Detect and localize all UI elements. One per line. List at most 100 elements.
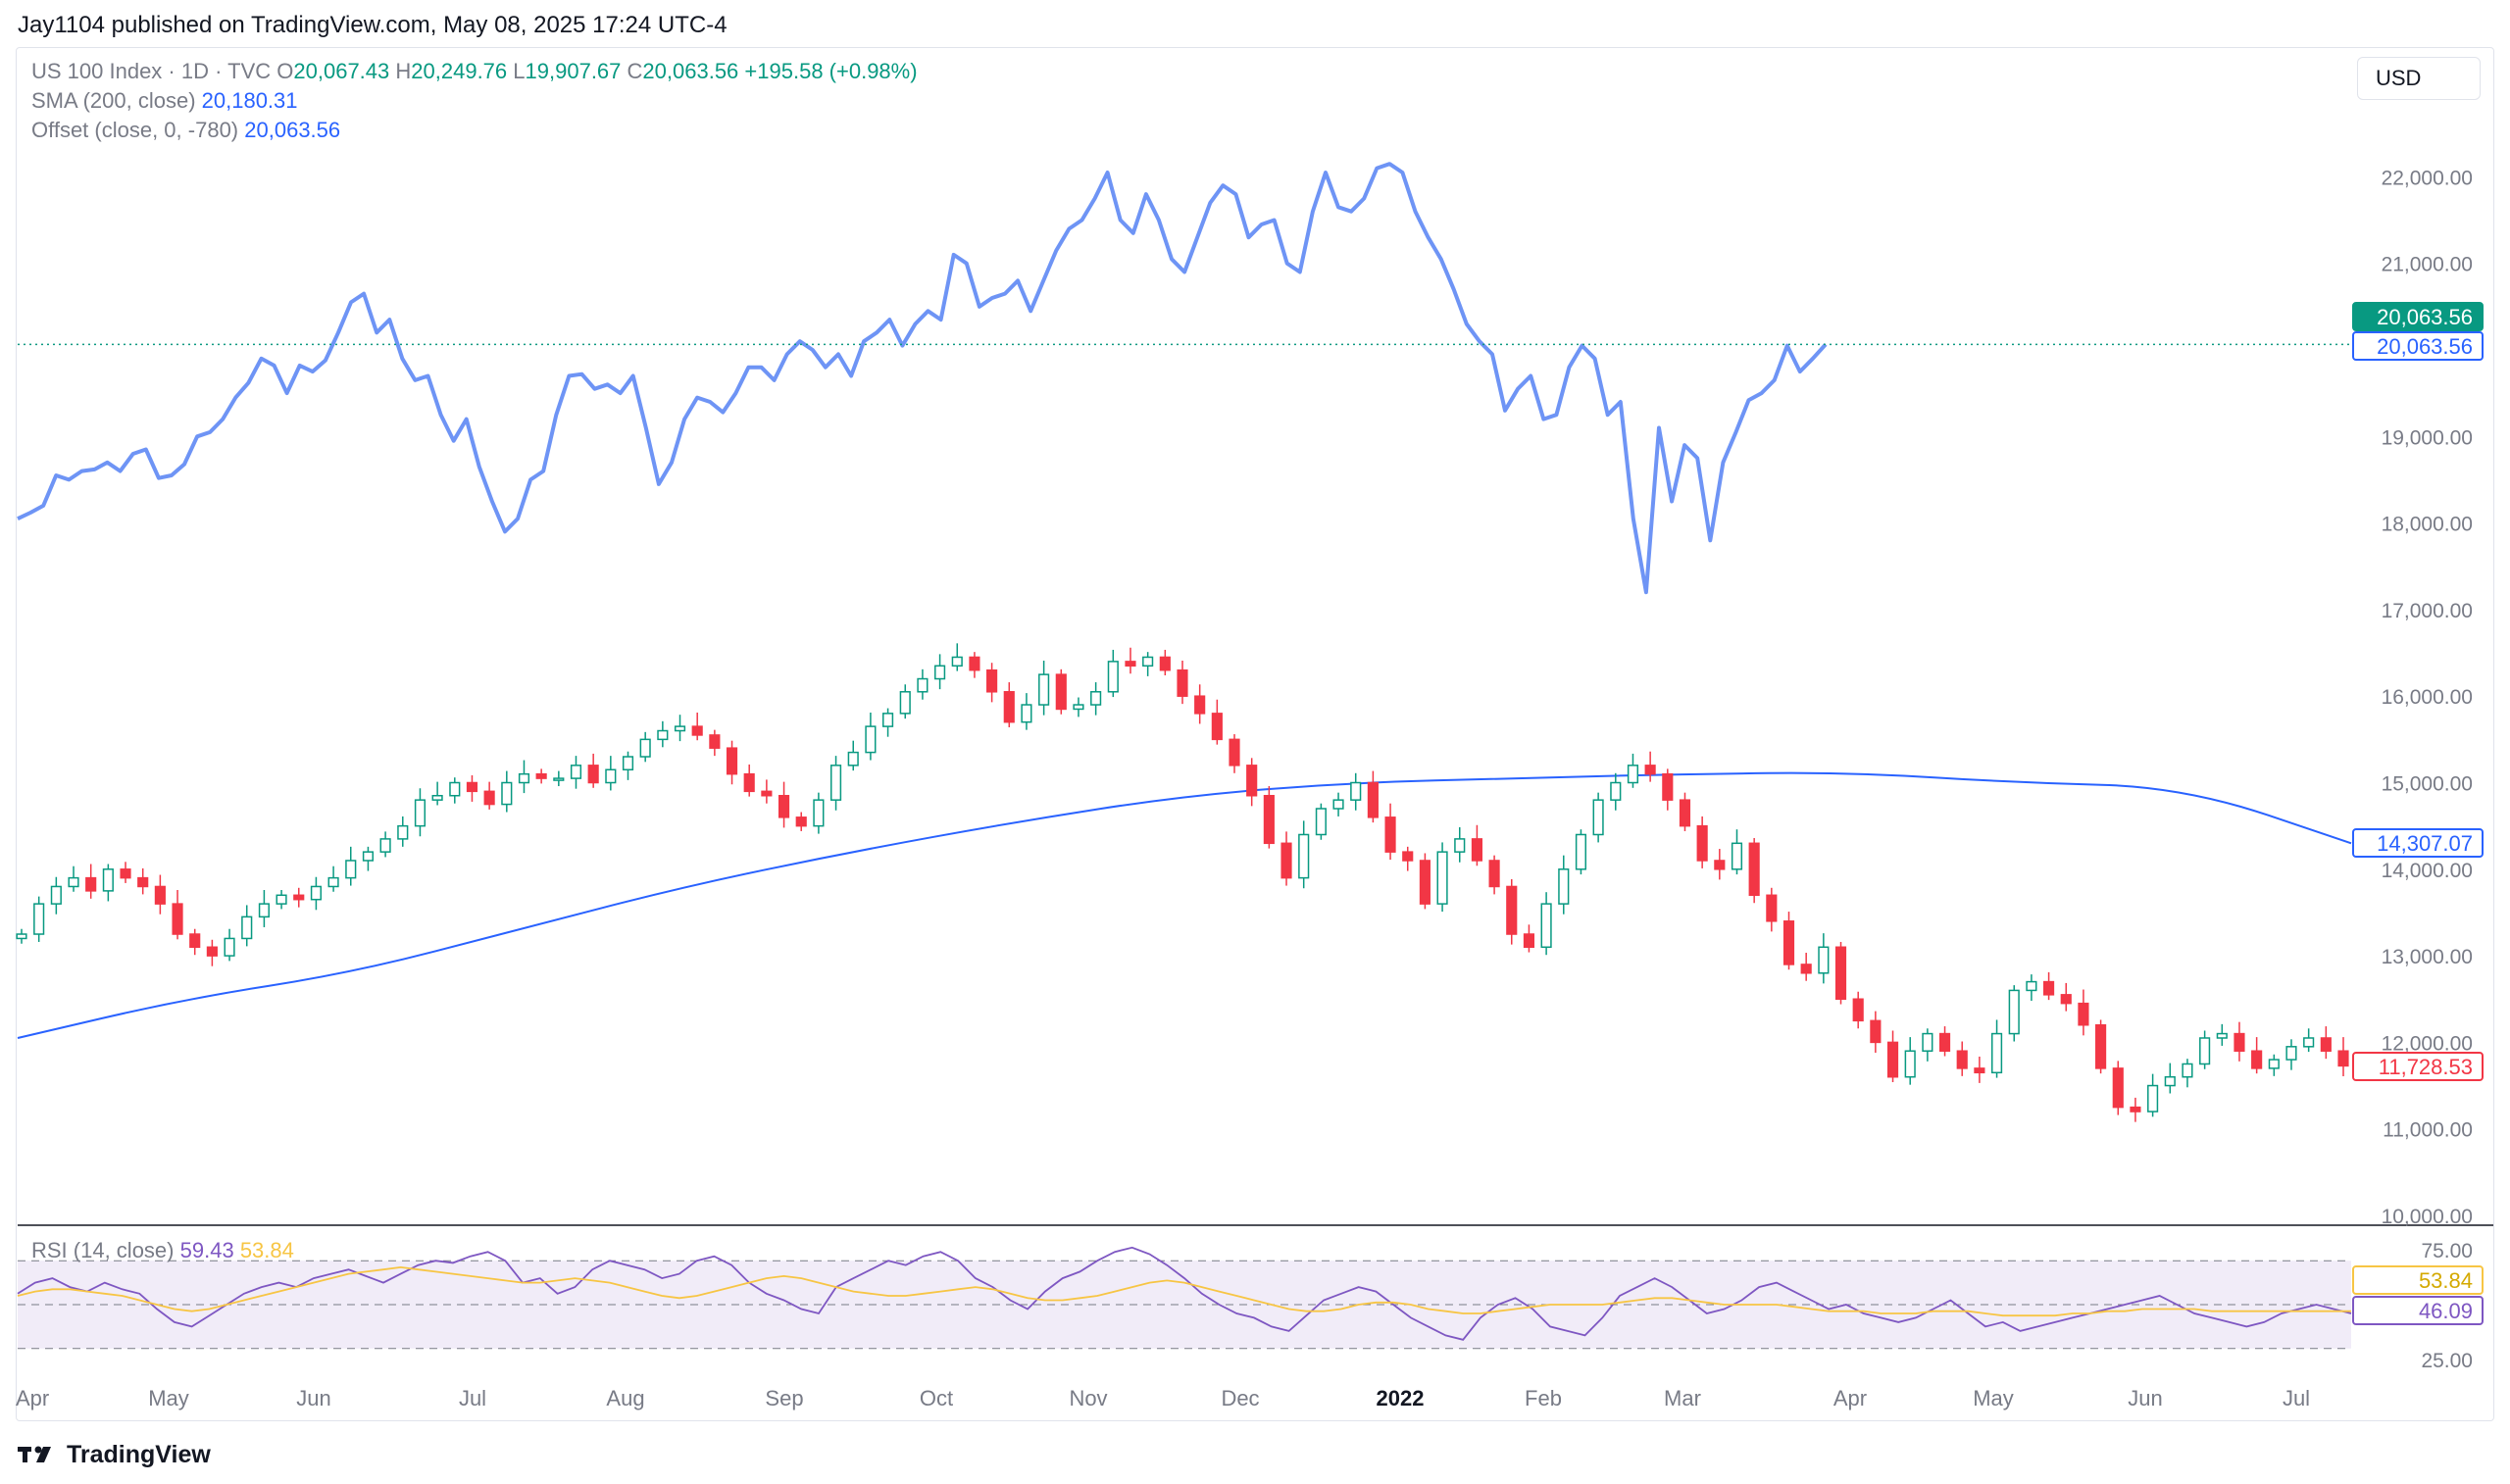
sma200-price-tag: 14,307.07 (2352, 828, 2484, 858)
candle-body (674, 725, 686, 732)
footer-brand: TradingView (67, 1440, 211, 1468)
candle-body (986, 668, 998, 693)
sma-label: SMA (200, close) (31, 88, 196, 113)
sma-value: 20,180.31 (201, 88, 298, 113)
rsi-price-tag: 46.09 (2352, 1296, 2484, 1325)
candle-body (1211, 713, 1223, 741)
candle-body (483, 790, 495, 806)
candle-body (1610, 781, 1622, 801)
candle-body (622, 756, 634, 771)
candle-body (224, 937, 235, 957)
candle-body (1021, 704, 1032, 723)
time-axis-label: Feb (1525, 1386, 1562, 1410)
price-tick-label: 18,000.00 (2382, 514, 2473, 536)
candle-body (2008, 989, 2020, 1035)
candle-body (293, 894, 305, 901)
candle-body (1194, 695, 1206, 715)
last-price-tag-box (2352, 1052, 2484, 1081)
candle-body (2130, 1106, 2141, 1113)
currency-button[interactable]: USD (2357, 57, 2481, 100)
close-value: 20,063.56 (642, 59, 739, 83)
time-axis-label: May (1973, 1386, 2014, 1410)
candle-body (2285, 1046, 2297, 1061)
time-axis-label: Jun (2128, 1386, 2162, 1410)
candle-body (2337, 1050, 2349, 1067)
candle-body (1766, 894, 1778, 922)
time-axis-label: Jun (296, 1386, 330, 1410)
candle-body (414, 799, 427, 827)
candle-body (85, 876, 97, 892)
candle-body (327, 876, 339, 888)
candle-body (137, 876, 149, 888)
candle-body (934, 665, 946, 680)
candle-body (969, 656, 980, 671)
rsi-ma-price-tag: 53.84 (2352, 1265, 2484, 1295)
candle-body (1471, 838, 1482, 862)
candle-body (570, 765, 582, 779)
low-value: 19,907.67 (525, 59, 622, 83)
change-value: +195.58 (+0.98%) (744, 59, 918, 83)
candle-body (241, 915, 253, 940)
rsi-price-tag-text: 46.09 (2419, 1299, 2473, 1323)
candle-body (1055, 673, 1067, 711)
candle-body (1107, 661, 1119, 693)
offset-value: 20,063.56 (244, 118, 341, 142)
time-axis-label: Nov (1069, 1386, 1107, 1410)
high-key: H (395, 59, 412, 83)
rsi-legend[interactable]: RSI (14, close) 59.43 53.84 (31, 1238, 294, 1263)
candle-body (16, 933, 27, 940)
candle-body (2026, 980, 2037, 992)
candle-body (535, 772, 547, 779)
candle-body (1696, 824, 1708, 862)
candle-body (1436, 851, 1448, 905)
tradingview-logo-icon (18, 1444, 59, 1465)
sma-legend[interactable]: SMA (200, close) 20,180.31 (31, 88, 298, 114)
candle-body (1125, 661, 1136, 668)
candle-body (1263, 794, 1275, 845)
price-tick-label: 19,000.00 (2382, 426, 2473, 449)
rsi-ma-value: 53.84 (239, 1238, 294, 1262)
candle-body (865, 725, 877, 754)
candle-body (1834, 946, 1847, 1001)
candle-body (639, 738, 651, 758)
candle-body (1298, 833, 1310, 879)
price-tick-label: 11,000.00 (2383, 1119, 2473, 1142)
candle-body (206, 946, 218, 957)
sma200-line (17, 771, 2352, 1039)
candle-body (2216, 1032, 2228, 1039)
rsi-price-tag-box (2352, 1296, 2484, 1325)
candle-body (1800, 964, 1812, 974)
offset-close-price-tag-text: 20,063.56 (2377, 305, 2473, 329)
candle-body (431, 794, 443, 801)
offset-value-price-tag-box (2352, 331, 2484, 361)
time-axis-label: 2022 (1377, 1386, 1425, 1410)
price-tick-label: 22,000.00 (2382, 167, 2473, 189)
candle-body (172, 903, 183, 935)
last-price-tag-text: 11,728.53 (2379, 1055, 2473, 1079)
candle-body (1592, 799, 1604, 836)
candle-body (882, 713, 894, 727)
candle-body (605, 768, 617, 784)
candle-body (1419, 860, 1431, 905)
candle-body (1315, 808, 1327, 836)
symbol-legend[interactable]: US 100 Index · 1D · TVC O20,067.43 H20,2… (31, 59, 918, 84)
candle-body (362, 851, 375, 862)
candle-body (2060, 994, 2072, 1005)
rsi-ma-price-tag-box (2352, 1265, 2484, 1295)
offset-legend[interactable]: Offset (close, 0, -780) 20,063.56 (31, 118, 340, 143)
candle-body (1818, 946, 1830, 974)
candle-body (1038, 673, 1050, 706)
candle-body (1523, 933, 1535, 949)
candle-body (1454, 838, 1466, 853)
candle-body (68, 876, 79, 888)
candle-body (2182, 1063, 2193, 1078)
candle-body (2199, 1037, 2211, 1065)
footer[interactable]: TradingView (18, 1437, 211, 1472)
candle-body (2164, 1075, 2176, 1087)
candle-body (778, 794, 790, 818)
rsi-ma-line (17, 1265, 2351, 1317)
candle-body (795, 816, 807, 827)
time-axis-label: Apr (1833, 1386, 1867, 1410)
candle-body (1852, 998, 1864, 1022)
